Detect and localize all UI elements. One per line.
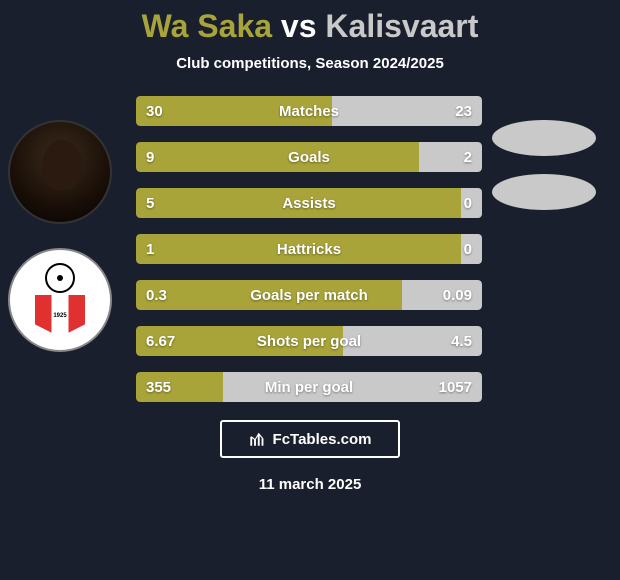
stat-row: 3551057Min per goal — [136, 372, 482, 402]
ovals-column — [492, 120, 602, 228]
chart-icon — [249, 430, 267, 448]
player1-avatar — [8, 120, 112, 224]
stat-label: Hattricks — [136, 234, 482, 264]
stat-label: Min per goal — [136, 372, 482, 402]
decorative-oval — [492, 174, 596, 210]
soccer-ball-icon — [45, 263, 75, 293]
stat-row: 3023Matches — [136, 96, 482, 126]
subtitle: Club competitions, Season 2024/2025 — [0, 55, 620, 72]
stat-row: 92Goals — [136, 142, 482, 172]
avatars-column: 1925 — [8, 120, 118, 376]
brand-text: FcTables.com — [273, 431, 372, 448]
stat-label: Goals — [136, 142, 482, 172]
stat-label: Shots per goal — [136, 326, 482, 356]
stat-label: Assists — [136, 188, 482, 218]
stat-row: 10Hattricks — [136, 234, 482, 264]
stat-label: Matches — [136, 96, 482, 126]
stat-label: Goals per match — [136, 280, 482, 310]
brand-badge: FcTables.com — [220, 420, 400, 458]
stat-row: 6.674.5Shots per goal — [136, 326, 482, 356]
comparison-chart: 3023Matches 92Goals 50Assists 10Hattricks 0.… — [136, 96, 482, 402]
stat-row: 0.30.09Goals per match — [136, 280, 482, 310]
club-shield-icon: 1925 — [35, 295, 85, 337]
club-shield-text: 1925 — [53, 313, 66, 319]
title-vs: vs — [281, 8, 317, 44]
decorative-oval — [492, 120, 596, 156]
page-title: Wa Saka vs Kalisvaart — [0, 0, 620, 45]
footer-date: 11 march 2025 — [0, 476, 620, 493]
player2-club-badge: 1925 — [8, 248, 112, 352]
stat-row: 50Assists — [136, 188, 482, 218]
title-player2: Kalisvaart — [325, 8, 478, 44]
title-player1: Wa Saka — [142, 8, 272, 44]
